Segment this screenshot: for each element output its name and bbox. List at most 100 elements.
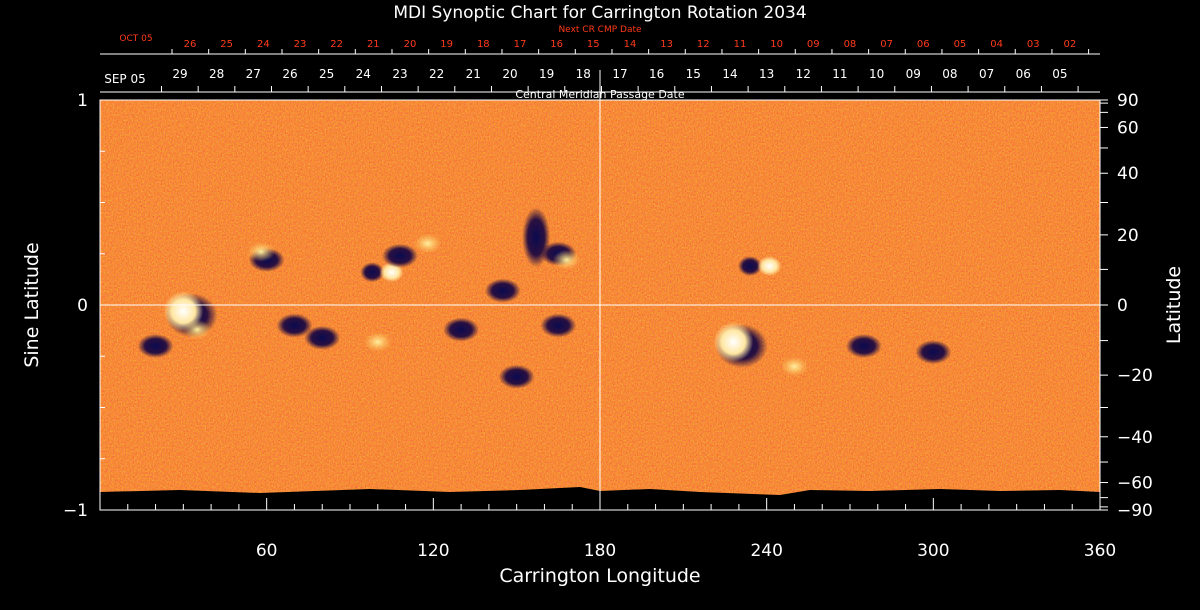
cmp-date-label: 05 (1052, 67, 1067, 81)
y-right-tick-label: −20 (1117, 366, 1153, 386)
cmp-date-label: 28 (209, 67, 224, 81)
cmp-start-label: SEP 05 (104, 72, 146, 86)
cmp-date-label: 17 (612, 67, 627, 81)
active-region-blob (540, 313, 577, 338)
next-cmp-date-label: 11 (734, 39, 747, 50)
y-right-tick-label: 0 (1117, 296, 1128, 316)
active-region-blob (183, 319, 212, 340)
active-region-blob (382, 243, 418, 268)
next-cmp-date-label: 16 (550, 39, 563, 50)
active-region-blob (484, 278, 521, 303)
y-left-tick-label: −1 (63, 501, 88, 521)
active-region-blob (845, 334, 882, 358)
cmp-date-label: 26 (282, 67, 297, 81)
cmp-date-label: 13 (759, 67, 774, 81)
next-cmp-date-label: 17 (514, 39, 527, 50)
x-tick-label: 300 (917, 541, 949, 561)
x-tick-label: 240 (750, 541, 782, 561)
cmp-date-axis: 29 28 27 26 25 24 23 22 21 20 19 18 17 16 15 14 13 12 11 10… (100, 67, 1100, 100)
y-axis-right: 90 60 40 20 0 −20 −40 −60 −90 (1100, 91, 1153, 521)
cmp-date-label: 14 (722, 67, 737, 81)
active-region-blob (915, 340, 952, 365)
active-region-blob (360, 262, 385, 283)
next-cmp-date-label: 06 (917, 39, 930, 50)
active-region-blob (713, 321, 754, 362)
y-axis-left: 1 0 −1 (63, 91, 110, 521)
next-cmp-date-label: 20 (404, 39, 417, 50)
next-cmp-date-label: 15 (587, 39, 600, 50)
y-right-tick-label: 40 (1117, 164, 1139, 184)
next-cmp-date-label: 26 (184, 39, 197, 50)
cmp-date-label: 21 (466, 67, 481, 81)
cmp-date-label: 16 (649, 67, 664, 81)
next-cmp-date-label: 24 (257, 39, 270, 50)
next-cr-label: Next CR CMP Date (558, 25, 642, 35)
active-region-blob (738, 256, 762, 277)
next-cmp-date-label: 18 (477, 39, 490, 50)
next-cmp-axis: 26 25 24 23 22 21 20 19 18 17 16 15 14 13 12 11 10 09 08 07… (171, 39, 1090, 54)
cmp-date-label: 07 (979, 67, 994, 81)
cmp-date-label: 29 (172, 67, 187, 81)
y-right-tick-label: 60 (1117, 118, 1139, 138)
cmp-date-label: 19 (539, 67, 554, 81)
next-cmp-date-label: 25 (220, 39, 233, 50)
active-region-blob (276, 313, 313, 338)
y-right-tick-label: 20 (1117, 226, 1139, 246)
cmp-date-label: 09 (906, 67, 921, 81)
next-cmp-date-label: 05 (954, 39, 967, 50)
next-cmp-date-label: 12 (697, 39, 710, 50)
y-right-tick-label: 90 (1117, 91, 1139, 111)
next-cmp-date-label: 23 (294, 39, 307, 50)
next-cmp-date-label: 22 (330, 39, 343, 50)
cmp-date-label: 27 (246, 67, 261, 81)
x-tick-label: 360 (1084, 541, 1116, 561)
x-tick-label: 60 (256, 541, 278, 561)
active-region-blob (780, 356, 809, 377)
active-region-blob (413, 233, 442, 254)
next-cmp-date-label: 10 (770, 39, 783, 50)
y-left-tick-label: 0 (77, 296, 88, 316)
active-region-blob (443, 317, 480, 342)
cmp-axis-label: Central Meridian Passage Date (515, 88, 684, 101)
next-cmp-date-label: 13 (660, 39, 673, 50)
x-axis-label: Carrington Longitude (499, 565, 700, 587)
cmp-date-label: 24 (356, 67, 371, 81)
y-right-tick-label: −60 (1117, 474, 1153, 494)
next-cmp-date-label: 08 (844, 39, 857, 50)
cmp-date-label: 22 (429, 67, 444, 81)
next-cr-start-label: OCT 05 (119, 34, 152, 44)
next-cmp-date-label: 04 (990, 39, 1003, 50)
x-tick-label: 180 (584, 541, 616, 561)
x-tick-label: 120 (417, 541, 449, 561)
y-right-tick-label: −40 (1117, 428, 1153, 448)
cmp-date-label: 20 (502, 67, 517, 81)
next-cmp-date-label: 09 (807, 39, 820, 50)
active-region-blob (137, 334, 174, 358)
cmp-date-label: 10 (869, 67, 884, 81)
chart-title: MDI Synoptic Chart for Carrington Rotati… (393, 3, 806, 23)
active-region-blob (363, 331, 392, 352)
next-cmp-date-label: 03 (1027, 39, 1040, 50)
active-region-blob (498, 364, 535, 389)
cmp-date-label: 18 (576, 67, 591, 81)
cmp-date-label: 08 (942, 67, 957, 81)
active-region-blob (552, 249, 581, 270)
cmp-date-label: 12 (796, 67, 811, 81)
active-region-blob (247, 241, 276, 262)
y-right-tick-label: −90 (1117, 501, 1153, 521)
next-cmp-date-label: 07 (880, 39, 893, 50)
y-axis-right-label: Latitude (1163, 266, 1185, 344)
x-axis: 60 120 180 240 300 360 (127, 498, 1116, 561)
cmp-date-label: 15 (686, 67, 701, 81)
next-cmp-date-label: 19 (440, 39, 453, 50)
next-cmp-date-label: 02 (1064, 39, 1077, 50)
active-region-blob (304, 325, 341, 350)
cmp-date-label: 23 (392, 67, 407, 81)
y-axis-left-label: Sine Latitude (21, 242, 43, 367)
cmp-date-label: 11 (832, 67, 847, 81)
cmp-date-label: 25 (319, 67, 334, 81)
y-left-tick-label: 1 (77, 91, 88, 111)
cmp-date-label: 06 (1016, 67, 1031, 81)
next-cmp-date-label: 14 (624, 39, 637, 50)
